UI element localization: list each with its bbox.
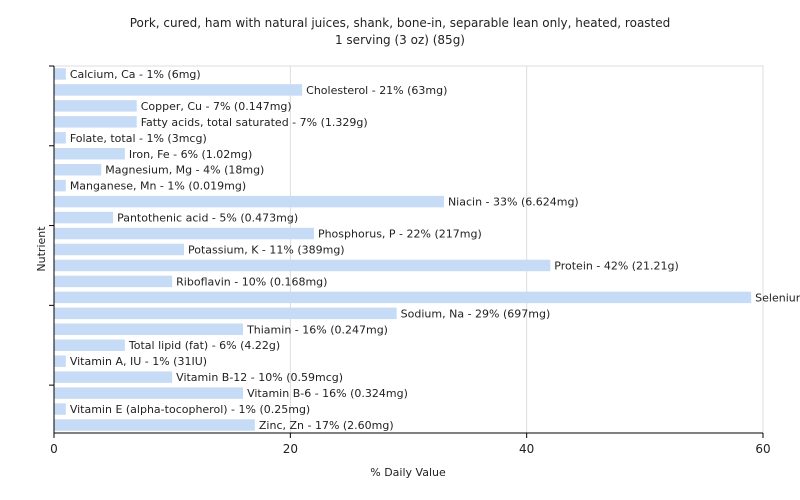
bar xyxy=(54,419,255,431)
bar xyxy=(54,323,244,336)
bar xyxy=(54,116,137,128)
bar-label: Cholesterol - 21% (63mg) xyxy=(306,84,447,97)
bar-label: Vitamin E (alpha-tocopherol) - 1% (0.25m… xyxy=(70,403,310,416)
axes: 0 20 40 60 xyxy=(49,65,771,456)
bar-label: Total lipid (fat) - 6% (4.22g) xyxy=(128,339,280,352)
bar-label: Folate, total - 1% (3mcg) xyxy=(70,132,207,145)
bar-label: Sodium, Na - 29% (697mg) xyxy=(401,307,551,320)
bar xyxy=(54,259,551,272)
bar xyxy=(54,355,66,367)
bar xyxy=(54,211,114,224)
bar-label: Iron, Fe - 6% (1.02mg) xyxy=(129,148,252,161)
bar-label: Riboflavin - 10% (0.168mg) xyxy=(176,275,327,288)
bar-label: Selenium, Se - 59% (41.4mcg) xyxy=(755,291,800,304)
bar xyxy=(54,195,444,208)
bar xyxy=(54,68,66,80)
bar xyxy=(54,291,752,304)
bar-label: Zinc, Zn - 17% (2.60mg) xyxy=(259,419,394,432)
bar-label: Vitamin B-6 - 16% (0.324mg) xyxy=(247,387,408,400)
bar xyxy=(54,132,66,144)
bar-label: Fatty acids, total saturated - 7% (1.329… xyxy=(141,116,368,129)
bar-label: Protein - 42% (21.21g) xyxy=(554,259,679,272)
bar xyxy=(54,100,137,112)
bar xyxy=(54,179,66,192)
bar xyxy=(54,403,66,415)
bar-label: Vitamin B-12 - 10% (0.59mcg) xyxy=(176,371,343,384)
bar-label: Potassium, K - 11% (389mg) xyxy=(188,244,345,257)
bar-label: Phosphorus, P - 22% (217mg) xyxy=(318,228,482,241)
bar-label: Vitamin A, IU - 1% (31IU) xyxy=(70,355,207,368)
bar xyxy=(54,163,102,176)
bar-label: Niacin - 33% (6.624mg) xyxy=(448,196,579,209)
bar xyxy=(54,243,184,256)
bar-label: Copper, Cu - 7% (0.147mg) xyxy=(141,100,292,113)
bar xyxy=(54,275,173,288)
bar xyxy=(54,148,125,160)
x-tick-label: 20 xyxy=(283,442,298,456)
bar xyxy=(54,307,397,320)
bar xyxy=(54,339,125,351)
chart-subtitle: 1 serving (3 oz) (85g) xyxy=(335,33,465,47)
y-axis-label: Nutrient xyxy=(35,226,48,272)
bar xyxy=(54,84,303,96)
x-tick-label: 0 xyxy=(50,442,58,456)
bar-label: Calcium, Ca - 1% (6mg) xyxy=(70,68,201,81)
x-tick-label: 60 xyxy=(755,442,770,456)
bar-label: Pantothenic acid - 5% (0.473mg) xyxy=(117,212,298,225)
bar-label: Magnesium, Mg - 4% (18mg) xyxy=(105,164,264,177)
bars: Calcium, Ca - 1% (6mg) Cholesterol - 21% … xyxy=(54,68,800,432)
bar xyxy=(54,371,173,383)
bar xyxy=(54,227,314,240)
bar-label: Thiamin - 16% (0.247mg) xyxy=(246,323,388,336)
bar-label: Manganese, Mn - 1% (0.019mg) xyxy=(70,180,246,193)
bar xyxy=(54,387,244,399)
x-axis-label: % Daily Value xyxy=(370,466,446,479)
x-tick-label: 40 xyxy=(519,442,534,456)
chart-title: Pork, cured, ham with natural juices, sh… xyxy=(130,16,671,30)
